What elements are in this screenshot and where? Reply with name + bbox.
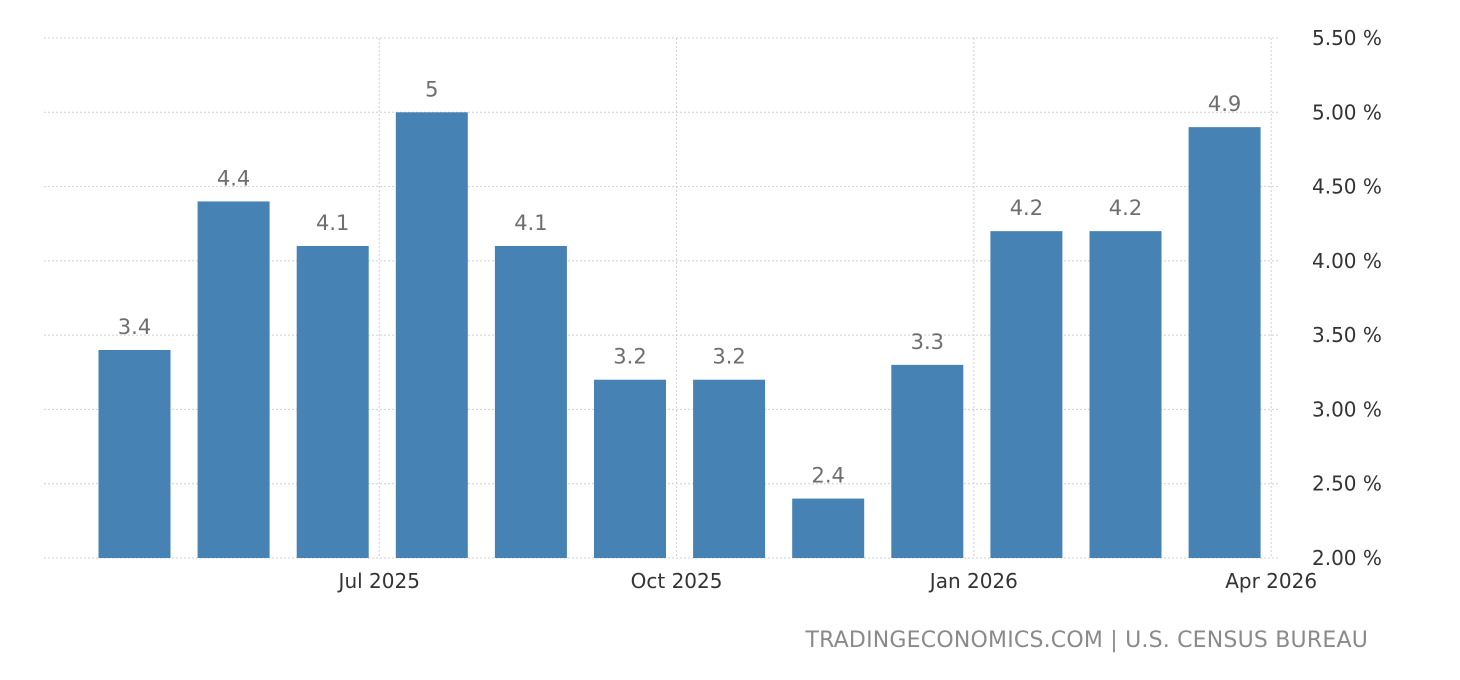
x-tick-label: Jan 2026 [928,569,1018,593]
bars [98,112,1261,559]
bar [693,379,766,558]
y-tick-label: 3.50 % [1312,323,1382,347]
bar-value-label: 4.4 [217,166,250,190]
x-tick-label: Oct 2025 [631,569,723,593]
y-tick-label: 4.50 % [1312,175,1382,199]
bar-value-label: 4.2 [1010,196,1043,220]
data-labels: 3.4 4.4 4.1 5 4.1 3.2 3.2 2.4 3.3 4.2 4.2 4.9 [118,77,1242,487]
bar [792,498,865,558]
y-tick-label: 4.00 % [1312,249,1382,273]
bar [990,231,1063,558]
y-tick-label: 2.00 % [1312,546,1382,570]
bar-value-label: 4.9 [1208,92,1241,116]
source-credit: TRADINGECONOMICS.COM | U.S. CENSUS BUREA… [805,628,1368,653]
bar [197,201,270,558]
y-tick-label: 5.00 % [1312,100,1382,124]
bar [594,379,666,558]
y-tick-label: 3.00 % [1312,397,1382,421]
bar-value-label: 2.4 [811,464,844,488]
y-tick-label: 5.50 % [1312,26,1382,50]
bar [98,350,171,558]
bar-value-label: 4.1 [316,211,349,235]
y-tick-label: 2.50 % [1312,472,1382,496]
bar-value-label: 4.2 [1109,196,1142,220]
bar [494,246,567,558]
bar [891,364,964,558]
bar-value-label: 3.2 [712,345,745,369]
x-tick-label: Apr 2026 [1225,569,1317,593]
x-tick-label: Jul 2025 [337,569,420,593]
bar [1089,231,1162,558]
bar [395,112,468,559]
bar-value-label: 5 [425,77,438,101]
bar-value-label: 4.1 [514,211,547,235]
x-axis-ticks: Jul 2025 Oct 2025 Jan 2026 Apr 2026 [337,569,1318,593]
bar [1188,127,1261,559]
bar-value-label: 3.3 [911,330,944,354]
bar-value-label: 3.2 [613,345,646,369]
bar [296,246,369,558]
y-axis-ticks: 2.00 % 2.50 % 3.00 % 3.50 % 4.00 % 4.50 % 5.00… [1312,26,1382,570]
bar-value-label: 3.4 [118,315,151,339]
